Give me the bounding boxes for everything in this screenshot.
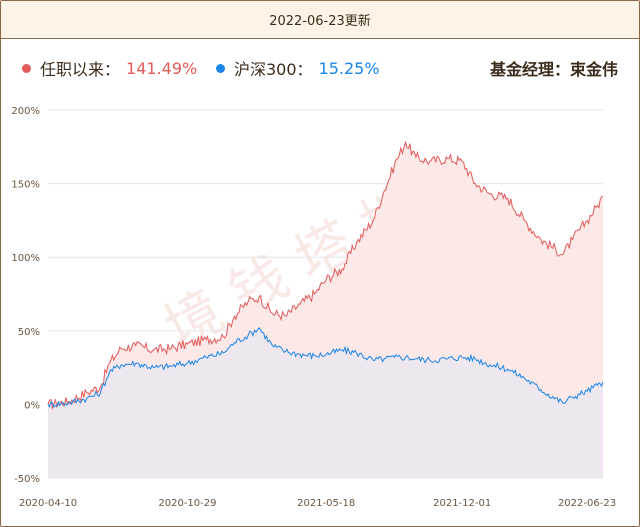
legend-item-index[interactable]: 沪深300： 15.25%	[216, 56, 380, 80]
y-tick-label: 150%	[11, 180, 40, 191]
index-return-value: 15.25%	[318, 58, 380, 78]
x-tick-label: 2021-12-01	[433, 498, 491, 509]
series-line-index	[47, 327, 604, 408]
index-dot-icon	[216, 63, 225, 73]
fund-dot-icon	[22, 63, 31, 73]
fund-legend-label: 任职以来：	[40, 60, 121, 79]
y-tick-label: 200%	[11, 106, 40, 117]
y-tick-label: 0%	[24, 400, 40, 411]
y-tick-label: 50%	[18, 327, 40, 338]
legend-item-fund[interactable]: 任职以来： 141.49%	[22, 56, 197, 80]
x-tick-label: 2020-04-10	[19, 498, 77, 509]
x-tick-label: 2020-10-29	[158, 498, 216, 509]
update-date-text: 2022-06-23更新	[269, 14, 371, 29]
series-line-fund	[47, 140, 604, 411]
x-tick-label: 2021-05-18	[297, 498, 355, 509]
fund-return-value: 141.49%	[126, 58, 198, 78]
y-tick-label: 100%	[11, 253, 40, 264]
y-tick-label: -50%	[14, 474, 40, 485]
legend: 任职以来： 141.49% 沪深300： 15.25% 基金经理：束金伟	[0, 56, 640, 86]
x-tick-label: 2022-06-23	[558, 498, 616, 509]
fund-manager-label: 基金经理：束金伟	[489, 60, 618, 79]
index-legend-label: 沪深300：	[234, 60, 313, 79]
series-area-index	[48, 327, 603, 478]
update-header: 2022-06-23更新	[1, 1, 639, 39]
